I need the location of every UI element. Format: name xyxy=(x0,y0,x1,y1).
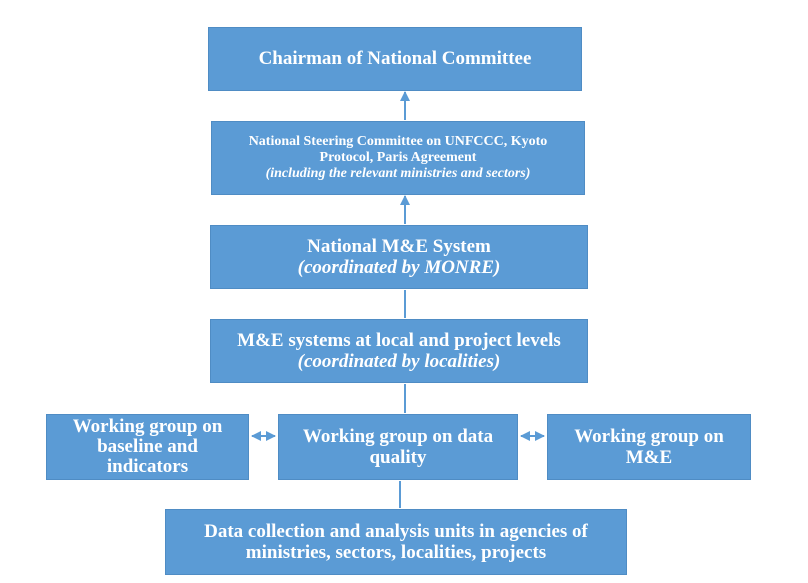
local-me-subtitle: (coordinated by localities) xyxy=(297,351,501,372)
steering-line-3: (including the relevant ministries and s… xyxy=(265,165,531,181)
local-me-title: M&E systems at local and project levels xyxy=(237,329,561,351)
data-units-line-2: ministries, sectors, localities, project… xyxy=(245,542,547,563)
wg-baseline-box: Working group on baseline and indicators xyxy=(46,414,249,480)
steering-committee-box: National Steering Committee on UNFCCC, K… xyxy=(211,121,585,195)
wg-data-quality-box: Working group on data quality xyxy=(278,414,518,480)
chairman-box: Chairman of National Committee xyxy=(208,27,582,91)
wg-me-line-1: Working group on xyxy=(574,425,724,447)
national-me-subtitle: (coordinated by MONRE) xyxy=(297,257,501,278)
wg-data-quality-line-1: Working group on data xyxy=(302,425,494,447)
steering-line-2: Protocol, Paris Agreement xyxy=(319,150,477,166)
wg-me-line-2: M&E xyxy=(625,447,673,468)
national-me-system-box: National M&E System (coordinated by MONR… xyxy=(210,225,588,289)
wg-baseline-line-2: baseline and xyxy=(97,436,198,458)
wg-me-box: Working group on M&E xyxy=(547,414,751,480)
national-me-title: National M&E System xyxy=(307,235,491,257)
data-units-box: Data collection and analysis units in ag… xyxy=(165,509,627,575)
local-me-systems-box: M&E systems at local and project levels … xyxy=(210,319,588,383)
steering-line-1: National Steering Committee on UNFCCC, K… xyxy=(248,134,548,150)
wg-baseline-line-3: indicators xyxy=(106,455,189,477)
wg-data-quality-line-2: quality xyxy=(369,447,427,468)
data-units-line-1: Data collection and analysis units in ag… xyxy=(204,520,588,542)
wg-baseline-line-1: Working group on xyxy=(72,416,223,438)
chairman-label: Chairman of National Committee xyxy=(258,48,532,70)
